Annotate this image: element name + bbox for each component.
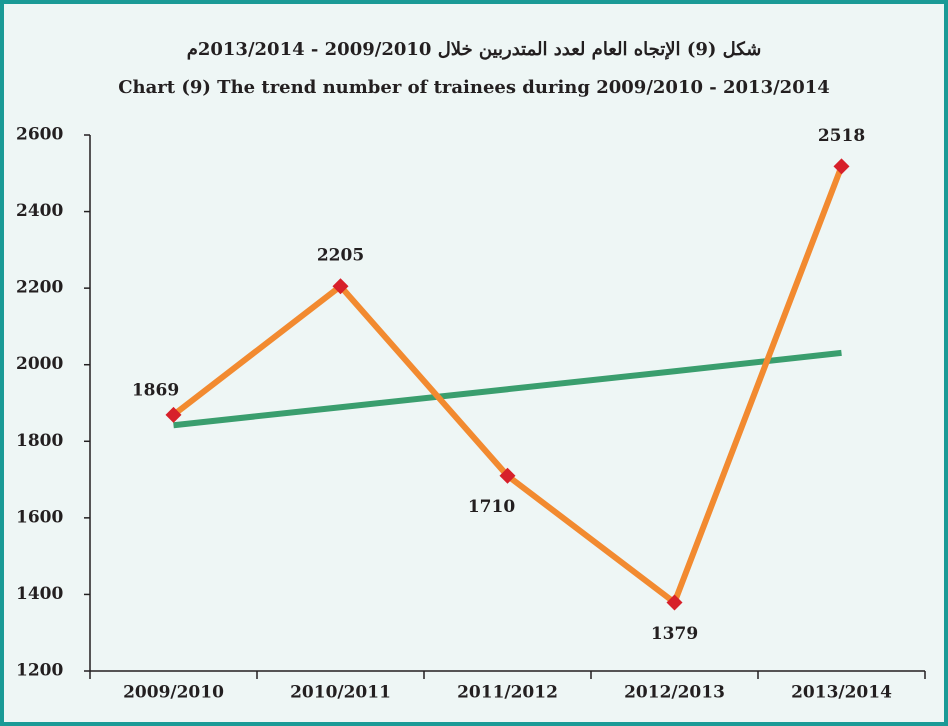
y-tick-label: 2000	[16, 354, 63, 374]
trend-line	[173, 349, 842, 429]
x-tick-label: 2012/2013	[624, 683, 725, 703]
x-tick-label: 2011/2012	[457, 683, 558, 703]
x-tick-label: 2013/2014	[791, 683, 892, 703]
marker	[165, 406, 182, 423]
data-label: 2518	[818, 126, 865, 146]
y-tick-label: 1600	[16, 507, 63, 527]
y-tick-label: 1800	[16, 431, 63, 451]
x-tick-label: 2010/2011	[290, 683, 391, 703]
y-tick-label: 2400	[16, 201, 63, 221]
data-label: 2205	[317, 246, 364, 266]
marker	[499, 467, 516, 484]
marker	[833, 158, 850, 175]
y-tick-label: 2600	[16, 125, 63, 145]
chart-title: شكل (9) الإتجاه العام لعدد المتدربين خلا…	[187, 39, 762, 60]
y-tick-label: 1200	[16, 661, 63, 681]
y-tick-label: 2200	[16, 278, 63, 298]
x-tick-label: 2009/2010	[123, 683, 224, 703]
data-label: 1869	[132, 380, 179, 400]
chart-subtitle: Chart (9) The trend number of trainees d…	[118, 77, 830, 98]
marker	[666, 594, 683, 611]
data-label: 1379	[651, 624, 698, 644]
y-tick-label: 1400	[16, 584, 63, 604]
data-label: 1710	[468, 497, 515, 517]
marker	[332, 278, 349, 295]
